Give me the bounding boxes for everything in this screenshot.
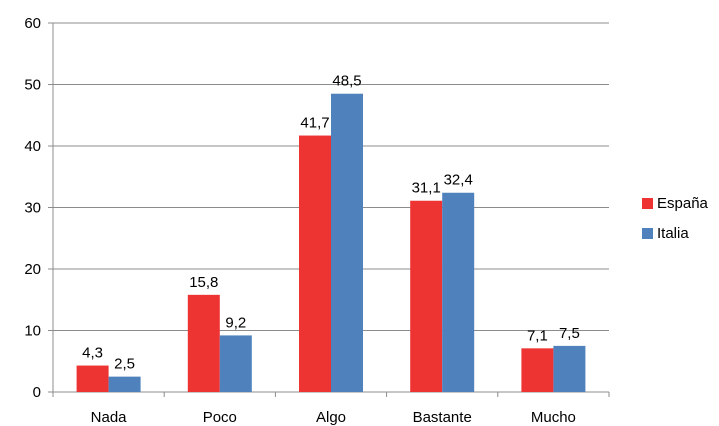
- data-label: 48,5: [332, 73, 361, 90]
- data-label: 31,1: [412, 180, 441, 197]
- data-label: 41,7: [300, 115, 329, 132]
- data-label: 7,5: [559, 325, 580, 342]
- y-tick-label: 30: [24, 200, 41, 217]
- legend-swatch-italia: [642, 227, 653, 239]
- y-tick-label: 0: [33, 384, 41, 401]
- data-label: 32,4: [444, 172, 473, 189]
- x-tick-label: Poco: [203, 409, 237, 426]
- bar: [331, 93, 363, 392]
- bar: [410, 200, 443, 392]
- x-tick-label: Algo: [316, 409, 346, 426]
- y-tick-label: 40: [24, 138, 41, 155]
- x-tick-label: Bastante: [413, 409, 472, 426]
- legend-swatch-espana: [642, 197, 653, 209]
- bar: [299, 135, 331, 393]
- bar: [553, 345, 586, 392]
- y-tick-label: 60: [24, 15, 41, 32]
- legend-label-espana: España: [657, 194, 708, 212]
- x-tick-label: Nada: [91, 409, 128, 426]
- data-label: 2,5: [114, 356, 135, 373]
- y-tick-label: 20: [24, 261, 41, 278]
- bar: [442, 192, 475, 392]
- bar: [108, 376, 141, 392]
- y-tick-label: 10: [24, 323, 41, 340]
- legend: España Italia: [642, 192, 708, 252]
- legend-item-italia: Italia: [642, 222, 708, 244]
- bar: [76, 365, 109, 392]
- data-label: 7,1: [527, 327, 548, 344]
- data-label: 4,3: [82, 345, 103, 362]
- legend-label-italia: Italia: [657, 224, 689, 242]
- x-tick-label: Mucho: [531, 409, 576, 426]
- bar: [187, 294, 220, 392]
- data-label: 15,8: [189, 274, 218, 291]
- y-tick-label: 50: [24, 77, 41, 94]
- bar: [219, 335, 252, 392]
- bar: [521, 348, 554, 392]
- legend-item-espana: España: [642, 192, 708, 214]
- data-label: 9,2: [225, 314, 246, 331]
